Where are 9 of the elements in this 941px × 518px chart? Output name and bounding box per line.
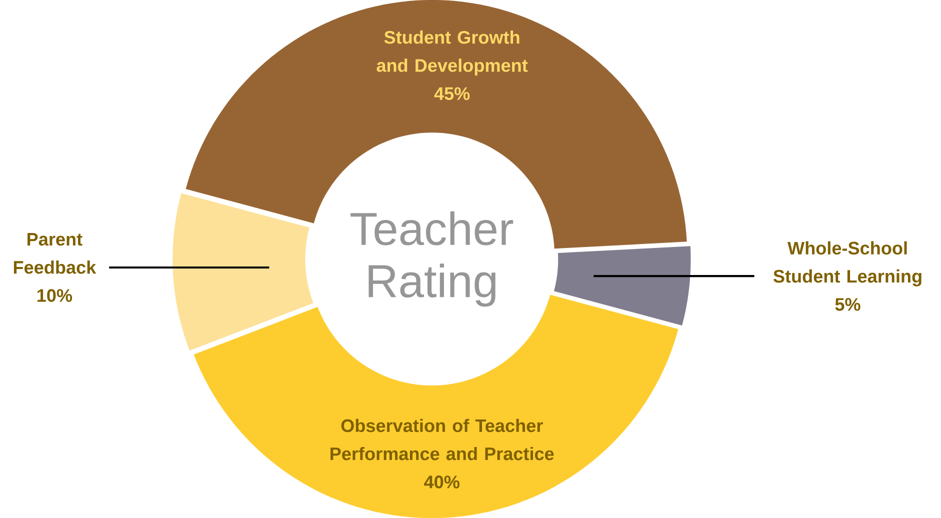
slice-label: Parent Feedback [14, 233, 96, 274]
data-label: 40% [424, 476, 460, 488]
data-label: 5% [835, 298, 860, 311]
slice-label: Observation of Teacher Performance and Practice [330, 418, 554, 460]
slice-label: Whole-School Student Learning [773, 241, 922, 286]
text: Teacher Rating [350, 211, 514, 307]
data-label: 10% [37, 289, 72, 302]
slice-label: Student Growth and Development [376, 30, 528, 76]
data-label: 45% [434, 87, 470, 100]
